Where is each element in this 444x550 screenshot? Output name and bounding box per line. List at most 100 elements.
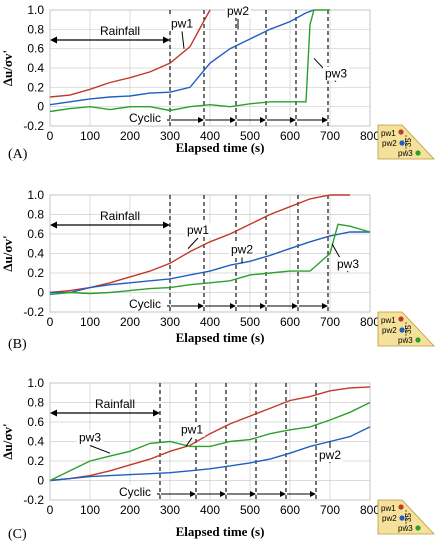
rainfall-label: Rainfall <box>100 24 140 38</box>
annotation-label-pw3: pw3 <box>337 257 359 271</box>
y-tick-label: 0.8 <box>27 208 44 222</box>
legend-angle-label: 35 <box>404 138 413 147</box>
annotation-bg-pw1 <box>169 16 195 31</box>
legend-angle-label: 35 <box>404 513 413 522</box>
x-tick-label: 800 <box>360 315 380 329</box>
cyclic-label: Cyclic <box>129 297 161 311</box>
x-tick-label: 600 <box>280 315 300 329</box>
legend-marker-pw1 <box>398 129 404 135</box>
rainfall-arrowhead-left <box>50 409 57 417</box>
x-tick-label: 300 <box>160 129 180 143</box>
legend-label-pw2: pw2 <box>382 514 397 523</box>
cyclic-arrowhead <box>322 303 328 309</box>
y-tick-label: 0.2 <box>27 454 44 468</box>
x-tick-label: 400 <box>200 315 220 329</box>
legend-marker-pw3 <box>415 525 421 531</box>
series-line-pw1 <box>49 386 371 482</box>
x-tick-label: 0 <box>47 129 54 143</box>
annotation-pointer-pw3 <box>89 445 111 454</box>
y-tick-label: 0.8 <box>27 396 44 410</box>
panel-label: (B) <box>8 337 27 352</box>
y-tick-label: 0.4 <box>27 61 44 75</box>
cyclic-arrowhead <box>198 303 204 309</box>
x-axis-label: Elapsed time (s) <box>176 140 265 155</box>
x-tick-label: 800 <box>360 129 380 143</box>
annotation-label-pw2: pw2 <box>227 4 249 18</box>
y-tick-label: 0.6 <box>27 42 44 56</box>
annotation-bg-pw1 <box>179 422 205 437</box>
annotation-label-pw1: pw1 <box>181 423 203 437</box>
y-tick-label: -0.2 <box>23 119 44 133</box>
chart-panel-0: 0 100 200 300 400 500 600 700 800-0.200.20.40.60… <box>0 3 435 162</box>
chart-panel-1: 0 100 200 300 400 500 600 700 800-0.200.20.40.60… <box>0 188 435 352</box>
chart-panel-2: 0 100 200 300 400 500 600 700 800-0.200.20.40.60… <box>0 376 435 542</box>
y-tick-label: 0 <box>37 286 44 300</box>
x-tick-label: 100 <box>80 315 100 329</box>
y-axis-label: Δu/σv' <box>0 235 15 271</box>
x-tick-label: 400 <box>200 503 220 517</box>
annotation-pointer-pw1 <box>187 237 199 249</box>
y-tick-label: 0.6 <box>27 227 44 241</box>
cyclic-label: Cyclic <box>119 485 151 499</box>
x-tick-label: 800 <box>360 503 380 517</box>
legend-label-pw3: pw3 <box>398 524 413 533</box>
x-axis-label: Elapsed time (s) <box>176 524 265 539</box>
rainfall-arrowhead-left <box>50 221 57 229</box>
y-tick-label: 0 <box>37 100 44 114</box>
cyclic-arrowhead <box>280 491 286 497</box>
legend-label-pw2: pw2 <box>382 139 397 148</box>
annotation-label-pw3: pw3 <box>325 67 347 81</box>
rainfall-arrowhead-right <box>163 221 170 229</box>
cyclic-arrowhead <box>310 491 316 497</box>
annotation-pointer-pw1 <box>181 31 185 49</box>
x-tick-label: 700 <box>320 503 340 517</box>
x-tick-label: 200 <box>120 129 140 143</box>
y-tick-label: 1.0 <box>27 3 44 17</box>
cyclic-arrowhead <box>230 303 236 309</box>
panel-label: (A) <box>8 147 28 162</box>
x-tick-label: 500 <box>240 315 260 329</box>
x-tick-label: 300 <box>160 503 180 517</box>
y-tick-label: 0.2 <box>27 80 44 94</box>
annotation-label-pw2: pw2 <box>319 448 341 462</box>
y-tick-label: 0.8 <box>27 22 44 36</box>
annotation-pointer-pw1 <box>185 437 193 447</box>
cyclic-label-bg <box>123 297 167 311</box>
y-tick-label: -0.2 <box>23 305 44 319</box>
series-line-pw3 <box>49 9 330 113</box>
legend-label-pw2: pw2 <box>382 326 397 335</box>
legend-marker-pw2 <box>399 327 405 333</box>
x-tick-label: 400 <box>200 129 220 143</box>
series-line-pw3 <box>49 223 371 296</box>
x-tick-label: 500 <box>240 503 260 517</box>
x-tick-label: 500 <box>240 129 260 143</box>
x-tick-label: 0 <box>47 503 54 517</box>
annotation-bg-pw1 <box>185 223 211 237</box>
annotation-label-pw1: pw1 <box>171 16 193 30</box>
legend-marker-pw3 <box>415 150 421 156</box>
legend-marker-pw2 <box>399 515 405 521</box>
annotation-bg-pw3 <box>323 66 349 81</box>
legend-label-pw1: pw1 <box>381 316 396 325</box>
legend-label-pw3: pw3 <box>398 149 413 158</box>
annotation-label-pw2: pw2 <box>231 243 253 257</box>
legend-label-pw1: pw1 <box>381 129 396 138</box>
y-tick-label: -0.2 <box>23 493 44 507</box>
legend-angle-label: 35 <box>404 325 413 334</box>
x-tick-label: 100 <box>80 129 100 143</box>
cyclic-label-bg <box>123 111 167 125</box>
cyclic-arrowhead <box>190 491 196 497</box>
x-tick-label: 300 <box>160 315 180 329</box>
x-tick-label: 200 <box>120 503 140 517</box>
legend-label-pw1: pw1 <box>381 504 396 513</box>
cyclic-arrowhead <box>220 491 226 497</box>
legend-label-pw3: pw3 <box>398 336 413 345</box>
series-line-pw1 <box>49 194 350 294</box>
y-tick-label: 0.4 <box>27 435 44 449</box>
panel-label: (C) <box>8 527 27 542</box>
cyclic-arrowhead <box>260 303 266 309</box>
series-line-pw2 <box>49 9 315 106</box>
annotation-bg-pw2 <box>225 3 251 18</box>
y-tick-label: 0.4 <box>27 247 44 261</box>
series-line-pw3 <box>49 401 371 482</box>
